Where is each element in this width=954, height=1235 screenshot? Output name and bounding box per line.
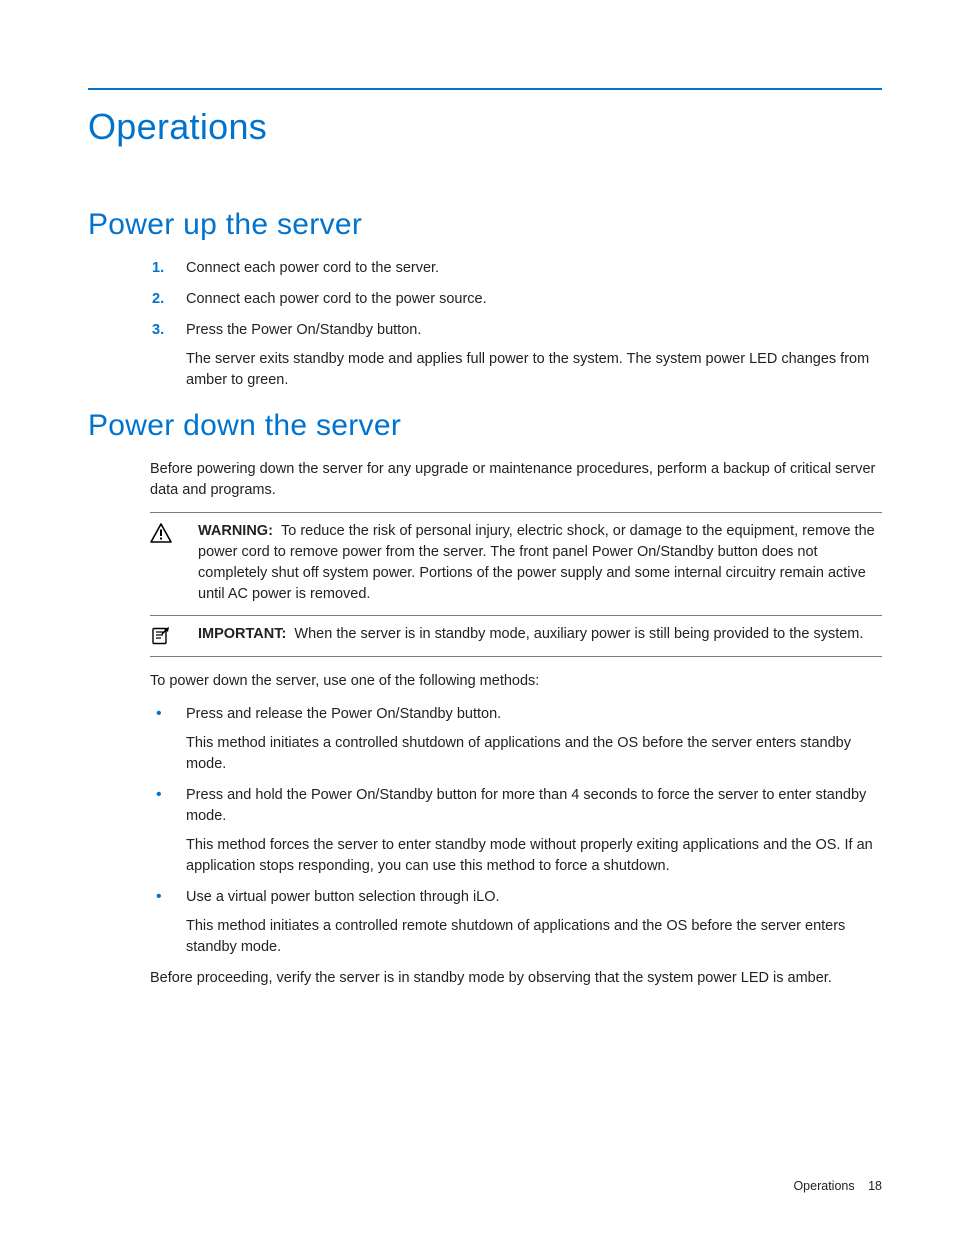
callout-important: IMPORTANT: When the server is in standby… bbox=[150, 615, 882, 657]
callout-text: WARNING: To reduce the risk of personal … bbox=[198, 521, 882, 605]
chapter-rule bbox=[88, 88, 882, 90]
step-text: Connect each power cord to the server. bbox=[186, 260, 439, 276]
power-down-closing: Before proceeding, verify the server is … bbox=[150, 968, 882, 989]
callout-body: To reduce the risk of personal injury, e… bbox=[198, 523, 875, 602]
power-down-intro: Before powering down the server for any … bbox=[150, 459, 882, 501]
power-down-methods-intro: To power down the server, use one of the… bbox=[150, 671, 882, 692]
section-title-power-up: Power up the server bbox=[88, 208, 882, 242]
callout-body: When the server is in standby mode, auxi… bbox=[294, 626, 863, 642]
chapter-title: Operations bbox=[88, 106, 882, 148]
warning-icon bbox=[150, 521, 176, 605]
bullet-text: Press and hold the Power On/Standby butt… bbox=[186, 787, 866, 824]
power-up-steps: 1. Connect each power cord to the server… bbox=[186, 258, 882, 391]
footer-label: Operations bbox=[793, 1179, 854, 1193]
callout-label: IMPORTANT: bbox=[198, 626, 286, 642]
list-item: 1. Connect each power cord to the server… bbox=[186, 258, 882, 279]
bullet-after-text: This method initiates a controlled remot… bbox=[186, 916, 882, 958]
list-item: 2. Connect each power cord to the power … bbox=[186, 289, 882, 310]
bullet-after-text: This method forces the server to enter s… bbox=[186, 835, 882, 877]
list-item: Press and release the Power On/Standby b… bbox=[186, 704, 882, 775]
bullet-text: Use a virtual power button selection thr… bbox=[186, 889, 500, 905]
footer-page-number: 18 bbox=[868, 1179, 882, 1193]
step-number: 3. bbox=[152, 320, 164, 341]
step-number: 2. bbox=[152, 289, 164, 310]
step-text: Connect each power cord to the power sou… bbox=[186, 291, 487, 307]
list-item: Use a virtual power button selection thr… bbox=[186, 887, 882, 958]
list-item: Press and hold the Power On/Standby butt… bbox=[186, 785, 882, 877]
bullet-text: Press and release the Power On/Standby b… bbox=[186, 706, 501, 722]
callout-text: IMPORTANT: When the server is in standby… bbox=[198, 624, 882, 646]
section-title-power-down: Power down the server bbox=[88, 409, 882, 443]
step-text: Press the Power On/Standby button. bbox=[186, 322, 421, 338]
list-item: 3. Press the Power On/Standby button. Th… bbox=[186, 320, 882, 391]
callout-warning: WARNING: To reduce the risk of personal … bbox=[150, 512, 882, 616]
step-number: 1. bbox=[152, 258, 164, 279]
note-icon bbox=[150, 624, 176, 646]
callout-label: WARNING: bbox=[198, 523, 273, 539]
bullet-after-text: This method initiates a controlled shutd… bbox=[186, 733, 882, 775]
step-after-text: The server exits standby mode and applie… bbox=[186, 349, 882, 391]
page-footer: Operations 18 bbox=[793, 1179, 882, 1193]
callout-group: WARNING: To reduce the risk of personal … bbox=[150, 512, 882, 657]
power-down-methods: Press and release the Power On/Standby b… bbox=[186, 704, 882, 958]
